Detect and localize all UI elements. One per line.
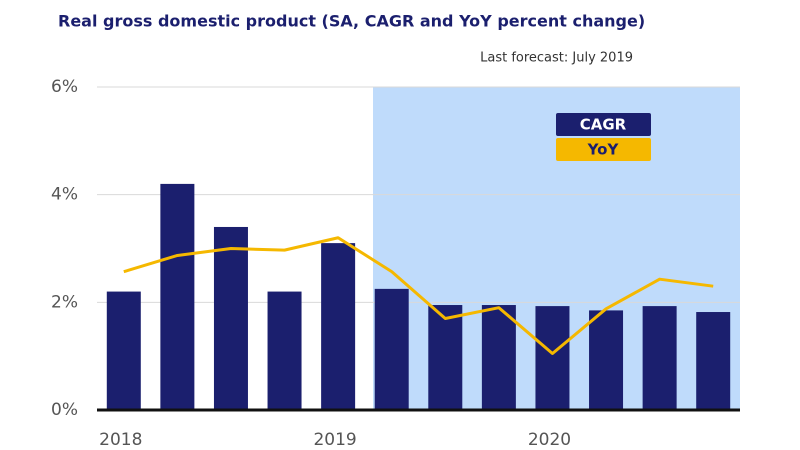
bar — [267, 291, 302, 410]
x-tick-label: 2018 — [99, 430, 142, 450]
legend-label: YoY — [587, 141, 620, 159]
legend-label: CAGR — [580, 116, 627, 134]
x-tick-label: 2020 — [528, 430, 571, 450]
line — [123, 236, 714, 355]
bar — [213, 226, 248, 410]
bar — [696, 312, 731, 410]
bar — [106, 291, 141, 410]
bar — [642, 306, 677, 410]
bar — [481, 305, 516, 410]
bar — [374, 288, 409, 410]
legend-swatch — [556, 138, 651, 161]
bar — [589, 310, 624, 410]
y-tick-label: 2% — [51, 292, 78, 312]
y-tick-label: 4% — [51, 185, 78, 205]
bar — [428, 305, 463, 410]
y-tick-label: 0% — [51, 400, 78, 420]
chart-title: Real gross domestic product (SA, CAGR an… — [58, 12, 645, 31]
x-tick-label: 2019 — [313, 430, 356, 450]
bar — [535, 306, 570, 410]
bar — [321, 243, 356, 410]
chart-subtitle: Last forecast: July 2019 — [480, 51, 633, 66]
legend-swatch — [556, 113, 651, 136]
y-tick-label: 6% — [51, 77, 78, 97]
bar — [160, 183, 195, 410]
